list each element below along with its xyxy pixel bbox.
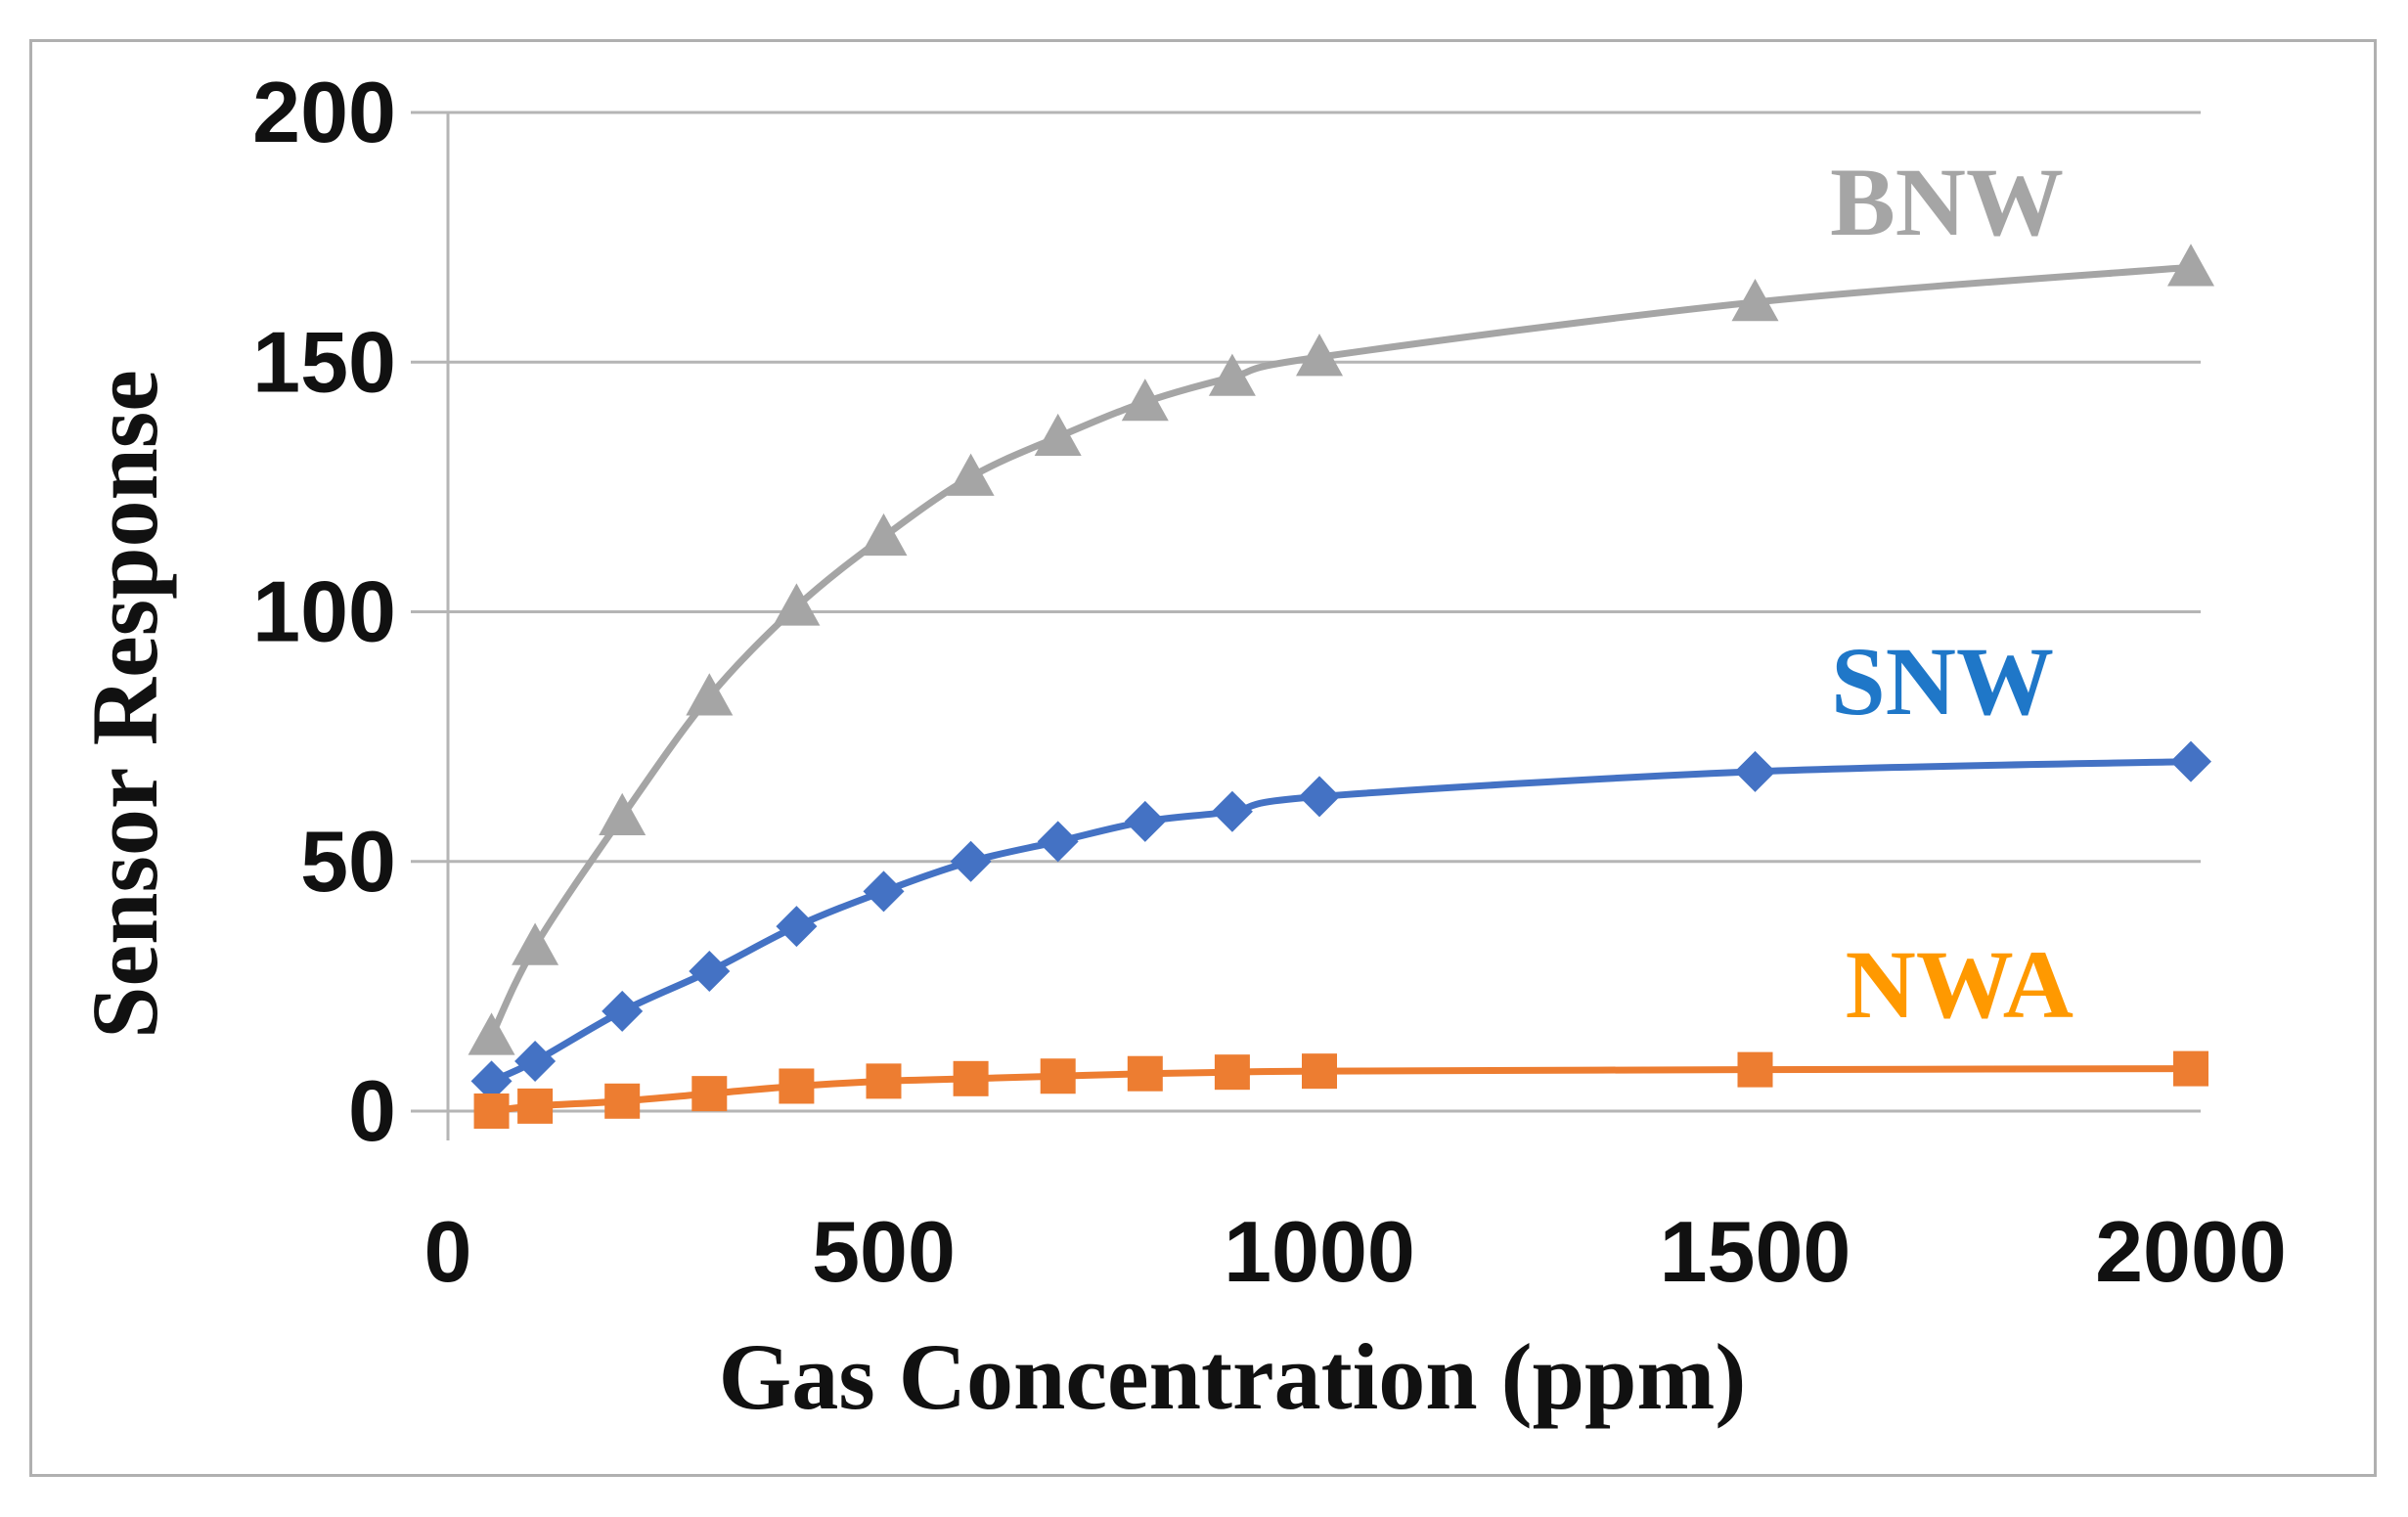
series-label-layer: BNW SNW NWA (1830, 148, 2074, 1039)
marker-snw-1000 (1299, 776, 1340, 818)
y-tick-label-0: 0 (348, 1062, 396, 1159)
marker-nwa-50 (473, 1093, 510, 1129)
series-layer (468, 244, 2214, 1129)
x-tick-label-0: 0 (424, 1203, 472, 1300)
y-tick-label-200: 200 (252, 64, 396, 160)
marker-bnw-1500 (1731, 278, 1779, 322)
x-tick-label-500: 500 (812, 1203, 956, 1300)
marker-bnw-900 (1208, 353, 1256, 396)
marker-bnw-800 (1121, 379, 1169, 422)
marker-nwa-1000 (1302, 1053, 1337, 1090)
x-tick-label-1500: 1500 (1660, 1203, 1851, 1300)
x-tick-label-1000: 1000 (1224, 1203, 1415, 1300)
marker-snw-500 (863, 870, 905, 913)
marker-nwa-1500 (1737, 1051, 1773, 1088)
marker-nwa-200 (604, 1083, 641, 1119)
x-axis-title: Gas Concentration (ppm) (719, 1324, 1747, 1429)
marker-bnw-400 (773, 583, 821, 626)
y-axis-title: Sensor Response (72, 370, 177, 1039)
marker-snw-2000 (2170, 740, 2211, 782)
marker-bnw-700 (1034, 413, 1082, 457)
chart-frame (29, 39, 2377, 1477)
marker-nwa-400 (779, 1068, 815, 1104)
marker-snw-800 (1124, 800, 1166, 842)
series-label-bnw: BNW (1830, 148, 2064, 256)
marker-bnw-50 (468, 1012, 515, 1055)
x-tick-label-2000: 2000 (2095, 1203, 2287, 1300)
y-tick-label-150: 150 (252, 313, 396, 410)
marker-snw-900 (1211, 790, 1253, 832)
marker-bnw-500 (860, 513, 908, 557)
y-tick-label-50: 50 (300, 813, 396, 910)
marker-snw-300 (689, 951, 731, 993)
marker-snw-400 (776, 906, 818, 948)
series-line-bnw (488, 263, 2192, 1038)
series-label-nwa: NWA (1846, 930, 2074, 1039)
marker-snw-1500 (1734, 750, 1776, 792)
marker-snw-600 (950, 840, 992, 882)
series-label-snw: SNW (1831, 627, 2054, 736)
marker-nwa-100 (517, 1088, 554, 1124)
marker-snw-100 (514, 1040, 557, 1082)
marker-snw-700 (1037, 821, 1079, 863)
marker-snw-50 (470, 1060, 513, 1102)
marker-nwa-900 (1214, 1054, 1250, 1091)
marker-bnw-100 (512, 922, 559, 965)
marker-nwa-500 (866, 1063, 902, 1099)
marker-nwa-800 (1127, 1055, 1163, 1092)
marker-bnw-300 (686, 673, 734, 716)
series-line-nwa (491, 1065, 2192, 1115)
marker-bnw-1000 (1296, 334, 1343, 377)
marker-snw-200 (602, 990, 644, 1032)
marker-bnw-2000 (2167, 244, 2214, 287)
marker-bnw-600 (947, 453, 995, 496)
marker-nwa-300 (691, 1076, 728, 1112)
marker-nwa-600 (953, 1060, 989, 1096)
marker-bnw-200 (599, 792, 647, 836)
marker-nwa-2000 (2173, 1050, 2208, 1087)
marker-nwa-700 (1040, 1058, 1076, 1094)
y-tick-label-100: 100 (252, 563, 396, 660)
